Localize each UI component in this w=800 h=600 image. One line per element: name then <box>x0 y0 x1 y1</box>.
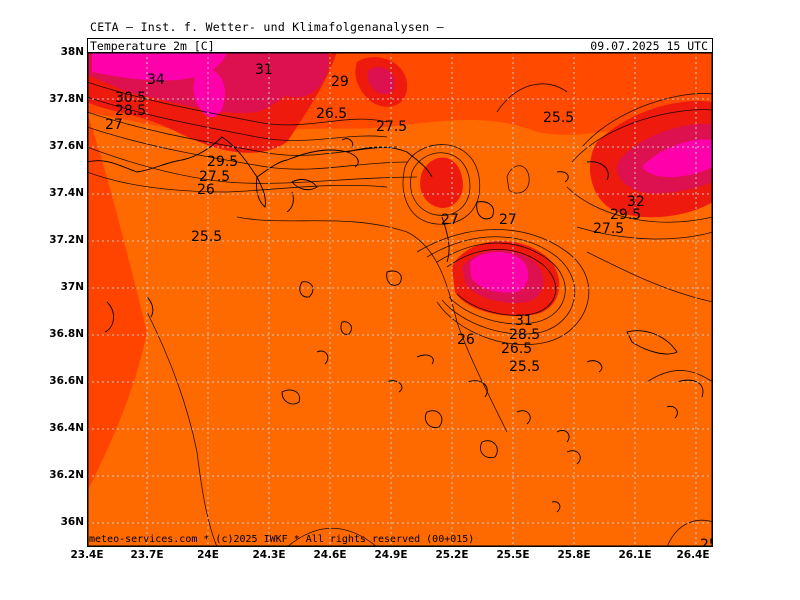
contour-label: 27 <box>441 212 459 228</box>
contour-label: 31 <box>515 313 533 329</box>
warm-west-band <box>87 112 147 492</box>
contour-label: 27 <box>499 212 517 228</box>
lat-label: 36.2N <box>49 469 84 481</box>
contour-label: 25 <box>700 537 713 547</box>
coastlines <box>87 136 704 513</box>
contour-labels: 34 31 29 30.5 28.5 27 26.5 27.5 25.5 29.… <box>105 62 713 547</box>
hottest-zone-nw2 <box>193 68 226 118</box>
contour-label: 29.5 <box>610 207 641 223</box>
contour-label: 25.5 <box>543 110 574 126</box>
contour-label: 26.5 <box>501 341 532 357</box>
contour-label: 25.5 <box>191 229 222 245</box>
variable-label: Temperature 2m [C] <box>90 39 215 53</box>
temperature-map: 34 31 29 30.5 28.5 27 26.5 27.5 25.5 29.… <box>87 52 713 547</box>
contour-label: 31 <box>255 62 273 78</box>
contour-label: 28.5 <box>115 103 146 119</box>
lat-label: 36N <box>60 516 84 528</box>
hottest-zone-nw <box>92 52 227 81</box>
lon-label: 26.1E <box>618 549 652 561</box>
lat-label: 38N <box>60 46 84 58</box>
contour-label: 27 <box>105 117 123 133</box>
contour-label: 27.5 <box>593 221 624 237</box>
map-title: CETA – Inst. f. Wetter- und Klimafolgena… <box>90 20 444 34</box>
contour-label: 26.5 <box>316 106 347 122</box>
contour-label: 25.5 <box>509 359 540 375</box>
lat-label: 36.8N <box>49 328 84 340</box>
lon-label: 23.4E <box>70 549 104 561</box>
lon-label: 24E <box>197 549 219 561</box>
hot-spot-north1 <box>257 52 329 98</box>
graticule <box>87 52 713 547</box>
hottest-zone-sc <box>470 251 529 293</box>
contour-label: 32 <box>627 194 645 210</box>
hot-spot-north2-core <box>367 67 396 95</box>
info-bar: Temperature 2m [C] 09.07.2025 15 UTC <box>87 38 713 53</box>
contour-label: 29 <box>331 74 349 90</box>
map-border <box>87 52 713 547</box>
lon-label: 25.8E <box>557 549 591 561</box>
lon-label: 24.3E <box>252 549 286 561</box>
hottest-zone-ne <box>642 139 713 178</box>
lat-label: 37.4N <box>49 187 84 199</box>
lon-label: 25.5E <box>496 549 530 561</box>
contour-label: 26 <box>197 182 215 198</box>
copyright-credit: meteo-services.com * (c)2025 IWKF * All … <box>89 534 475 545</box>
contour-label: 28.5 <box>509 327 540 343</box>
lon-label: 24.6E <box>313 549 347 561</box>
contour-label: 30.5 <box>115 90 146 106</box>
lon-label: 26.4E <box>676 549 710 561</box>
lon-label: 25.2E <box>435 549 469 561</box>
lon-label: 23.7E <box>130 549 164 561</box>
lat-label: 36.6N <box>49 375 84 387</box>
contour-label: 27.5 <box>199 169 230 185</box>
lat-label: 36.4N <box>49 422 84 434</box>
lat-label: 37.8N <box>49 93 84 105</box>
lat-label: 37.2N <box>49 234 84 246</box>
contour-label: 34 <box>147 72 165 88</box>
lon-label: 24.9E <box>374 549 408 561</box>
map-frame: Temperature 2m [C] 09.07.2025 15 UTC <box>87 38 713 547</box>
contour-label: 26 <box>457 332 475 348</box>
contour-label: 29.5 <box>207 154 238 170</box>
contour-label: 27.5 <box>376 119 407 135</box>
lat-label: 37N <box>60 281 84 293</box>
lat-label: 37.6N <box>49 140 84 152</box>
valid-time-label: 09.07.2025 15 UTC <box>590 39 708 53</box>
hot-spot-central <box>420 157 463 208</box>
